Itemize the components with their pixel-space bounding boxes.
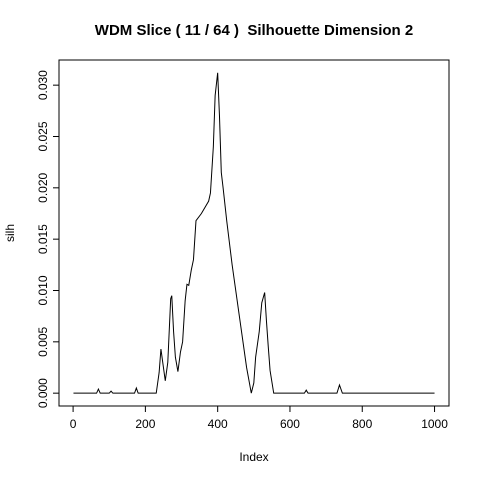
x-tick-label: 400 bbox=[208, 417, 228, 431]
y-tick-label: 0.030 bbox=[36, 70, 50, 100]
y-tick-label: 0.020 bbox=[36, 172, 50, 202]
chart-title: WDM Slice ( 11 / 64 ) Silhouette Dimensi… bbox=[95, 22, 413, 39]
y-tick-label: 0.010 bbox=[36, 275, 50, 305]
x-axis-label: Index bbox=[239, 450, 268, 464]
x-tick-label: 1000 bbox=[421, 417, 448, 431]
y-tick-label: 0.000 bbox=[36, 378, 50, 408]
y-tick-label: 0.025 bbox=[36, 121, 50, 151]
x-tick-label: 600 bbox=[280, 417, 300, 431]
x-tick-label: 800 bbox=[352, 417, 372, 431]
y-tick-label: 0.015 bbox=[36, 224, 50, 254]
line-series bbox=[73, 72, 435, 394]
y-axis-label: silh bbox=[3, 224, 17, 242]
x-tick-label: 0 bbox=[70, 417, 77, 431]
x-tick-label: 200 bbox=[135, 417, 155, 431]
y-tick-label: 0.005 bbox=[36, 326, 50, 356]
plot-frame bbox=[58, 59, 450, 407]
